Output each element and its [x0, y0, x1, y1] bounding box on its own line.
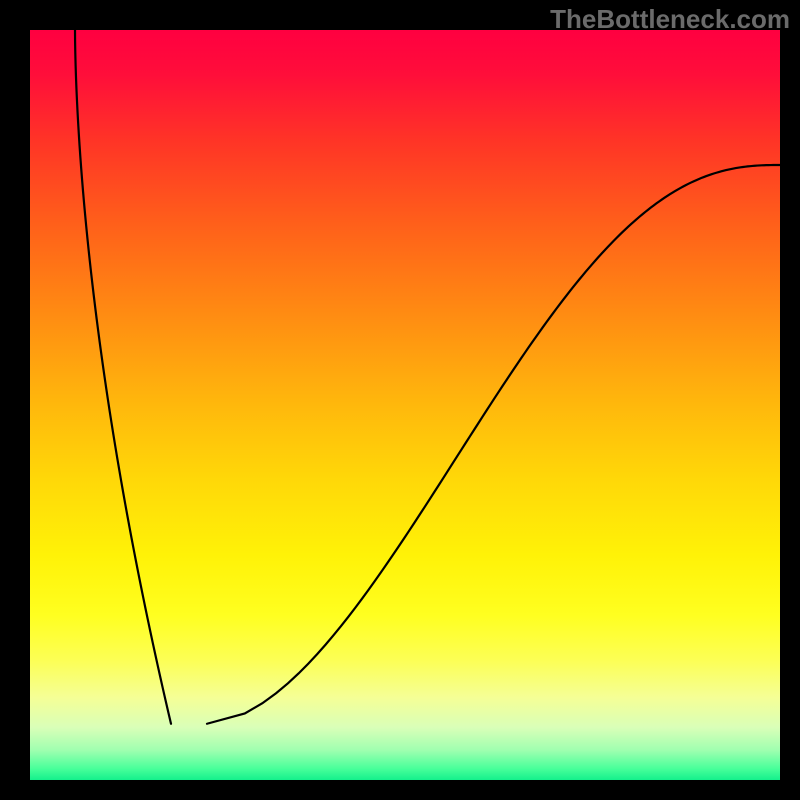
- gradient-plot-area: [30, 30, 780, 780]
- watermark-text: TheBottleneck.com: [550, 4, 790, 35]
- chart-stage: TheBottleneck.com: [0, 0, 800, 800]
- gradient-background: [30, 30, 780, 780]
